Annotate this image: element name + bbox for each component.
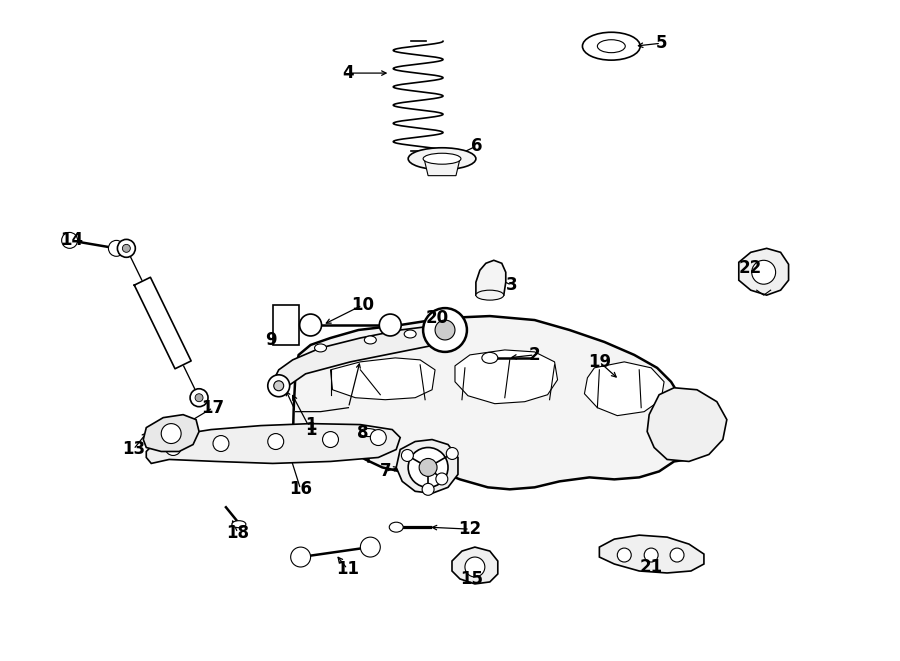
Circle shape: [752, 260, 776, 284]
Polygon shape: [424, 159, 460, 176]
Polygon shape: [147, 424, 400, 463]
Circle shape: [61, 233, 77, 249]
Circle shape: [190, 389, 208, 407]
Text: 11: 11: [336, 560, 359, 578]
Text: 1: 1: [305, 420, 316, 439]
Circle shape: [370, 430, 386, 446]
Ellipse shape: [409, 148, 476, 170]
Text: 12: 12: [458, 520, 482, 538]
Circle shape: [465, 557, 485, 577]
Text: 2: 2: [529, 346, 541, 364]
Text: 8: 8: [356, 424, 368, 442]
Polygon shape: [396, 440, 458, 493]
Text: 21: 21: [640, 558, 662, 576]
Polygon shape: [647, 388, 727, 461]
Text: 17: 17: [202, 399, 225, 416]
Circle shape: [446, 447, 458, 459]
Ellipse shape: [423, 153, 461, 164]
Circle shape: [166, 440, 181, 455]
Ellipse shape: [359, 428, 377, 436]
Polygon shape: [134, 277, 191, 369]
Circle shape: [360, 537, 381, 557]
Circle shape: [409, 447, 448, 487]
Polygon shape: [292, 316, 719, 489]
Circle shape: [161, 424, 181, 444]
Text: 13: 13: [122, 440, 145, 459]
Circle shape: [213, 436, 229, 451]
Text: 3: 3: [506, 276, 518, 294]
Circle shape: [617, 548, 631, 562]
Ellipse shape: [476, 290, 504, 300]
Ellipse shape: [364, 336, 376, 344]
Circle shape: [419, 459, 437, 477]
FancyBboxPatch shape: [273, 305, 299, 345]
Text: 6: 6: [471, 137, 482, 155]
Polygon shape: [330, 358, 435, 400]
Circle shape: [108, 241, 124, 256]
Text: 4: 4: [343, 64, 355, 82]
Text: 18: 18: [227, 524, 249, 542]
Ellipse shape: [268, 375, 290, 397]
Circle shape: [291, 547, 310, 567]
Text: 7: 7: [380, 463, 392, 481]
Circle shape: [300, 314, 321, 336]
Ellipse shape: [441, 325, 455, 339]
Text: 19: 19: [588, 353, 611, 371]
Circle shape: [435, 320, 455, 340]
Circle shape: [322, 432, 338, 447]
Text: 20: 20: [426, 309, 448, 327]
Ellipse shape: [315, 344, 327, 352]
Ellipse shape: [482, 352, 498, 364]
Text: 15: 15: [461, 570, 483, 588]
Ellipse shape: [274, 381, 284, 391]
Polygon shape: [143, 414, 199, 451]
Ellipse shape: [232, 521, 246, 527]
Circle shape: [195, 394, 203, 402]
Text: 16: 16: [289, 481, 312, 498]
Polygon shape: [455, 350, 557, 404]
Circle shape: [436, 473, 448, 485]
Text: 1: 1: [305, 416, 316, 434]
Circle shape: [670, 548, 684, 562]
Polygon shape: [584, 362, 664, 416]
Ellipse shape: [390, 522, 403, 532]
Circle shape: [122, 245, 130, 253]
Circle shape: [644, 548, 658, 562]
Text: 14: 14: [60, 231, 83, 249]
Text: 22: 22: [739, 259, 762, 277]
Polygon shape: [452, 547, 498, 584]
Circle shape: [401, 449, 413, 461]
Circle shape: [379, 314, 401, 336]
Circle shape: [117, 239, 135, 257]
Text: 9: 9: [265, 331, 276, 349]
Polygon shape: [273, 326, 452, 395]
Polygon shape: [599, 535, 704, 573]
Polygon shape: [476, 260, 506, 295]
Ellipse shape: [404, 330, 416, 338]
Circle shape: [422, 483, 434, 495]
Polygon shape: [739, 249, 788, 295]
Text: 10: 10: [351, 296, 374, 314]
Text: 5: 5: [655, 34, 667, 52]
Circle shape: [268, 434, 284, 449]
Circle shape: [423, 308, 467, 352]
